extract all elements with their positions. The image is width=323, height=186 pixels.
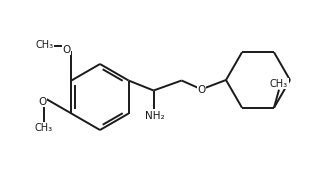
Text: O: O — [38, 97, 47, 107]
Text: O: O — [197, 84, 206, 94]
Text: CH₃: CH₃ — [270, 79, 288, 89]
Text: CH₃: CH₃ — [35, 40, 54, 50]
Text: NH₂: NH₂ — [145, 110, 164, 121]
Text: CH₃: CH₃ — [35, 123, 53, 133]
Text: O: O — [62, 45, 70, 55]
